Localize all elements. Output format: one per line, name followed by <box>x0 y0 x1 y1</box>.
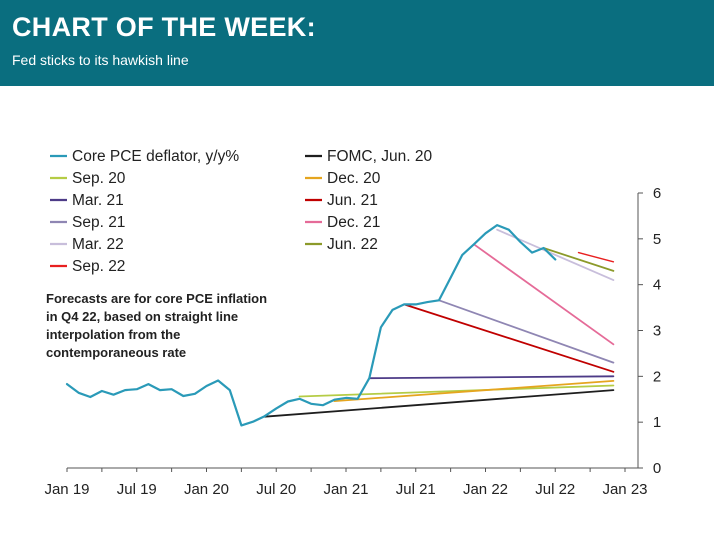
y-tick-label: 2 <box>653 368 661 385</box>
y-tick-label: 3 <box>653 323 661 340</box>
x-tick-label: Jul 20 <box>256 481 296 498</box>
series-line-jun-21 <box>403 303 615 373</box>
series-line-dec-21 <box>472 243 615 346</box>
legend-label-dec-21: Dec. 21 <box>327 214 380 231</box>
y-tick-label: 0 <box>653 460 661 477</box>
chart-title: CHART OF THE WEEK: <box>12 12 316 42</box>
y-tick-label: 4 <box>653 277 661 294</box>
chart-note-line-1: Forecasts are for core PCE inflation <box>46 291 267 306</box>
x-tick-label: Jul 22 <box>535 481 575 498</box>
x-tick-label: Jan 23 <box>602 481 647 498</box>
legend-label-sep-21: Sep. 21 <box>72 214 125 231</box>
legend-label-sep-22: Sep. 22 <box>72 258 125 275</box>
chart-axes: Jan 19 Jul 19 Jan 20 Jul 20 Jan 21 Jul 21 Jan … <box>44 185 661 498</box>
series-line-jun-22 <box>542 247 615 272</box>
x-tick-label: Jan 20 <box>184 481 229 498</box>
series-line-sep-21 <box>438 299 615 364</box>
chart-header: CHART OF THE WEEK: Fed sticks to its haw… <box>0 0 714 86</box>
chart-note-line-4: contemporaneous rate <box>46 345 186 360</box>
legend-label-mar-22: Mar. 22 <box>72 236 124 253</box>
x-tick-label: Jan 19 <box>44 481 89 498</box>
series-line-fomc-jun-20 <box>263 389 615 418</box>
legend-label-dec-20: Dec. 20 <box>327 170 381 187</box>
legend-label-sep-20: Sep. 20 <box>72 170 126 187</box>
y-tick-label: 5 <box>653 231 661 248</box>
y-tick-label: 1 <box>653 414 661 431</box>
legend-label-core-pce-deflator-y-y: Core PCE deflator, y/y% <box>72 148 239 165</box>
x-tick-label: Jan 21 <box>323 481 368 498</box>
x-tick-label: Jan 22 <box>463 481 508 498</box>
x-tick-label: Jul 19 <box>117 481 157 498</box>
series-line-mar-21 <box>368 375 615 380</box>
legend-label-jun-22: Jun. 22 <box>327 236 378 253</box>
y-tick-label: 6 <box>653 185 661 202</box>
chart-note-line-3: interpolation from the <box>46 327 180 342</box>
series-line-core-pce-deflator-y-y <box>65 224 557 427</box>
x-tick-label: Jul 21 <box>396 481 436 498</box>
series-line-sep-22 <box>577 251 615 263</box>
legend-label-fomc-jun-20: FOMC, Jun. 20 <box>327 148 432 165</box>
chart-series-lines <box>65 224 615 427</box>
series-line-sep-20 <box>298 384 615 398</box>
chart-note-line-2: in Q4 22, based on straight line <box>46 309 238 324</box>
legend-label-mar-21: Mar. 21 <box>72 192 124 209</box>
series-line-dec-20 <box>333 379 615 403</box>
legend-label-jun-21: Jun. 21 <box>327 192 378 209</box>
chart-legend: Core PCE deflator, y/y% FOMC, Jun. 20 Sep.… <box>50 148 432 275</box>
chart-subtitle: Fed sticks to its hawkish line <box>12 52 189 68</box>
